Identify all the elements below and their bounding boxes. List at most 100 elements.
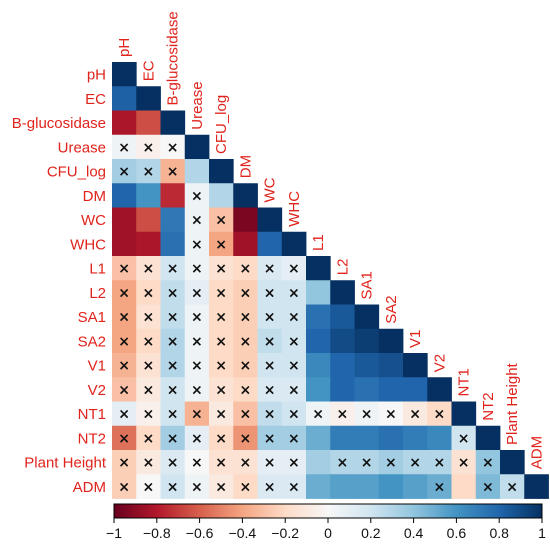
nonsig-mark: × [215,310,227,326]
nonsig-mark: × [264,261,276,277]
cell-L2-DM [233,280,258,305]
cell-ADM-SA1 [354,474,380,499]
colorbar-tick-label: 0.8 [489,525,509,541]
nonsig-mark: × [264,358,276,374]
cell-WC-DM [233,207,258,233]
cell-WHC-Urease [184,231,210,257]
heatmap-cells [112,62,549,499]
cell-V1-DM [233,353,258,378]
cell-WC-pH [112,207,137,233]
cell-L1-DM [233,256,258,281]
cell-WHC-DM [233,231,258,257]
cell-Plant Height-DM [233,450,258,475]
cell-ADM-SA2 [378,474,404,499]
nonsig-mark: × [167,261,179,277]
cell-NT2-WC [257,425,283,451]
cell-ADM-ADM [524,474,549,499]
colorbar-tick-label: 0 [324,525,332,541]
cell-NT1-B-glucosidase [160,401,186,427]
cell-EC-pH [112,86,137,111]
cell-V2-DM [233,377,258,402]
nonsig-mark: × [240,261,252,277]
cell-Plant Height-L2 [330,450,355,475]
cell-SA1-B-glucosidase [160,304,186,330]
nonsig-mark: × [458,431,470,447]
cell-V1-L2 [330,353,355,378]
cell-NT2-pH [112,425,137,451]
cell-SA2-B-glucosidase [160,328,186,354]
cell-Plant Height-B-glucosidase [160,450,186,475]
nonsig-mark: × [191,358,203,374]
cell-NT1-L1 [306,401,331,427]
nonsig-mark: × [215,382,227,398]
nonsig-mark: × [434,479,446,495]
cell-L2-WHC [281,280,307,305]
cell-L2-EC [136,280,161,305]
column-label: V1 [407,330,424,348]
cell-V1-B-glucosidase [160,353,186,378]
nonsig-mark: × [167,479,179,495]
cell-L2-Urease [184,280,210,305]
nonsig-mark: × [191,310,203,326]
cell-DM-DM [233,183,258,208]
nonsig-mark: × [288,358,300,374]
cell-Urease-EC [136,134,161,160]
nonsig-mark: × [118,140,130,156]
nonsig-mark: × [240,407,252,423]
cell-L2-L2 [330,280,355,305]
cell-WC-WC [257,207,283,233]
cell-DM-pH [112,183,137,208]
cell-SA1-L1 [306,304,331,330]
cell-Plant Height-NT1 [451,450,477,475]
cell-CFU_log-B-glucosidase [160,159,186,184]
cell-NT2-CFU_log [209,425,234,451]
colorbar-tick-label: −0.2 [271,525,299,541]
nonsig-mark: × [191,237,203,253]
column-label: L1 [310,234,327,251]
cell-WC-CFU_log [209,207,234,233]
cell-ADM-NT1 [451,474,477,499]
cell-L1-Urease [184,256,210,281]
cell-NT1-V2 [427,401,452,427]
cell-V2-B-glucosidase [160,377,186,402]
nonsig-mark: × [337,407,349,423]
nonsig-mark: × [167,431,179,447]
row-label: V2 [88,382,106,399]
row-label: WHC [70,236,106,253]
cell-L2-L1 [306,280,331,305]
row-label: EC [85,91,106,108]
cell-DM-EC [136,183,161,208]
cell-SA2-EC [136,328,161,354]
cell-ADM-V2 [427,474,452,499]
nonsig-mark: × [118,479,130,495]
column-label: WHC [286,191,303,227]
cell-ADM-NT2 [475,474,501,499]
nonsig-mark: × [143,358,155,374]
nonsig-mark: × [215,213,227,229]
nonsig-mark: × [143,431,155,447]
nonsig-mark: × [191,407,203,423]
column-label: ADM [528,436,545,469]
cell-NT1-WHC [281,401,307,427]
row-labels: pH EC B-glucosidase Urease CFU_log DM WC WHC L1 L… [12,67,107,496]
column-label: CFU_log [213,95,230,154]
nonsig-mark: × [118,285,130,301]
cell-Plant Height-V1 [403,450,428,475]
cell-L2-CFU_log [209,280,234,305]
cell-NT1-V1 [403,401,428,427]
row-label: NT1 [78,406,106,423]
nonsig-mark: × [288,334,300,350]
nonsig-mark: × [264,285,276,301]
nonsig-mark: × [312,407,324,423]
nonsig-mark: × [288,479,300,495]
cell-V2-SA2 [378,377,404,402]
cell-Plant Height-EC [136,450,161,475]
nonsig-mark: × [118,334,130,350]
cell-SA2-SA2 [378,328,404,354]
colorbar-gradient [113,503,543,519]
cell-V1-SA2 [378,353,404,378]
cell-NT1-DM [233,401,258,427]
nonsig-mark: × [215,358,227,374]
nonsig-mark: × [337,455,349,471]
